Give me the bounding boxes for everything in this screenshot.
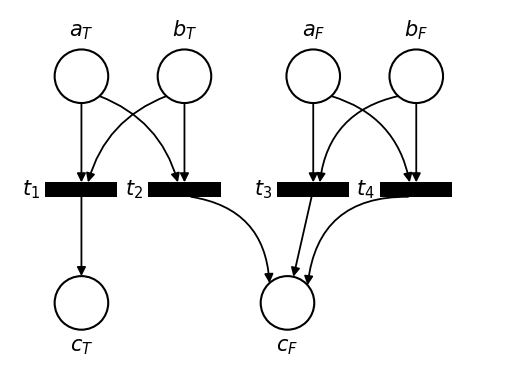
- Ellipse shape: [287, 49, 340, 103]
- Text: $b_T$: $b_T$: [172, 18, 197, 42]
- FancyArrowPatch shape: [191, 197, 272, 281]
- Text: $c_F$: $c_F$: [276, 337, 299, 357]
- FancyArrowPatch shape: [331, 96, 411, 180]
- Text: $t_2$: $t_2$: [125, 178, 143, 201]
- Bar: [380, 183, 452, 197]
- Ellipse shape: [261, 276, 314, 330]
- Ellipse shape: [55, 276, 108, 330]
- Text: $a_T$: $a_T$: [69, 22, 94, 42]
- FancyArrowPatch shape: [181, 103, 188, 180]
- FancyArrowPatch shape: [412, 103, 420, 180]
- FancyArrowPatch shape: [78, 103, 85, 180]
- Text: $t_4$: $t_4$: [357, 178, 375, 201]
- FancyArrowPatch shape: [87, 96, 167, 180]
- FancyArrowPatch shape: [100, 96, 179, 180]
- Bar: [45, 183, 117, 197]
- Ellipse shape: [390, 49, 443, 103]
- FancyArrowPatch shape: [78, 197, 85, 274]
- Text: $a_F$: $a_F$: [302, 22, 325, 42]
- Text: $b_F$: $b_F$: [404, 18, 428, 42]
- Text: $t_3$: $t_3$: [254, 178, 272, 201]
- Text: $t_1$: $t_1$: [22, 178, 40, 201]
- FancyArrowPatch shape: [310, 103, 317, 180]
- Ellipse shape: [157, 49, 211, 103]
- Ellipse shape: [55, 49, 108, 103]
- FancyArrowPatch shape: [305, 197, 408, 283]
- Bar: [148, 183, 220, 197]
- Text: $c_T$: $c_T$: [70, 337, 93, 357]
- Bar: [277, 183, 350, 197]
- FancyArrowPatch shape: [292, 197, 311, 275]
- FancyArrowPatch shape: [318, 96, 398, 180]
